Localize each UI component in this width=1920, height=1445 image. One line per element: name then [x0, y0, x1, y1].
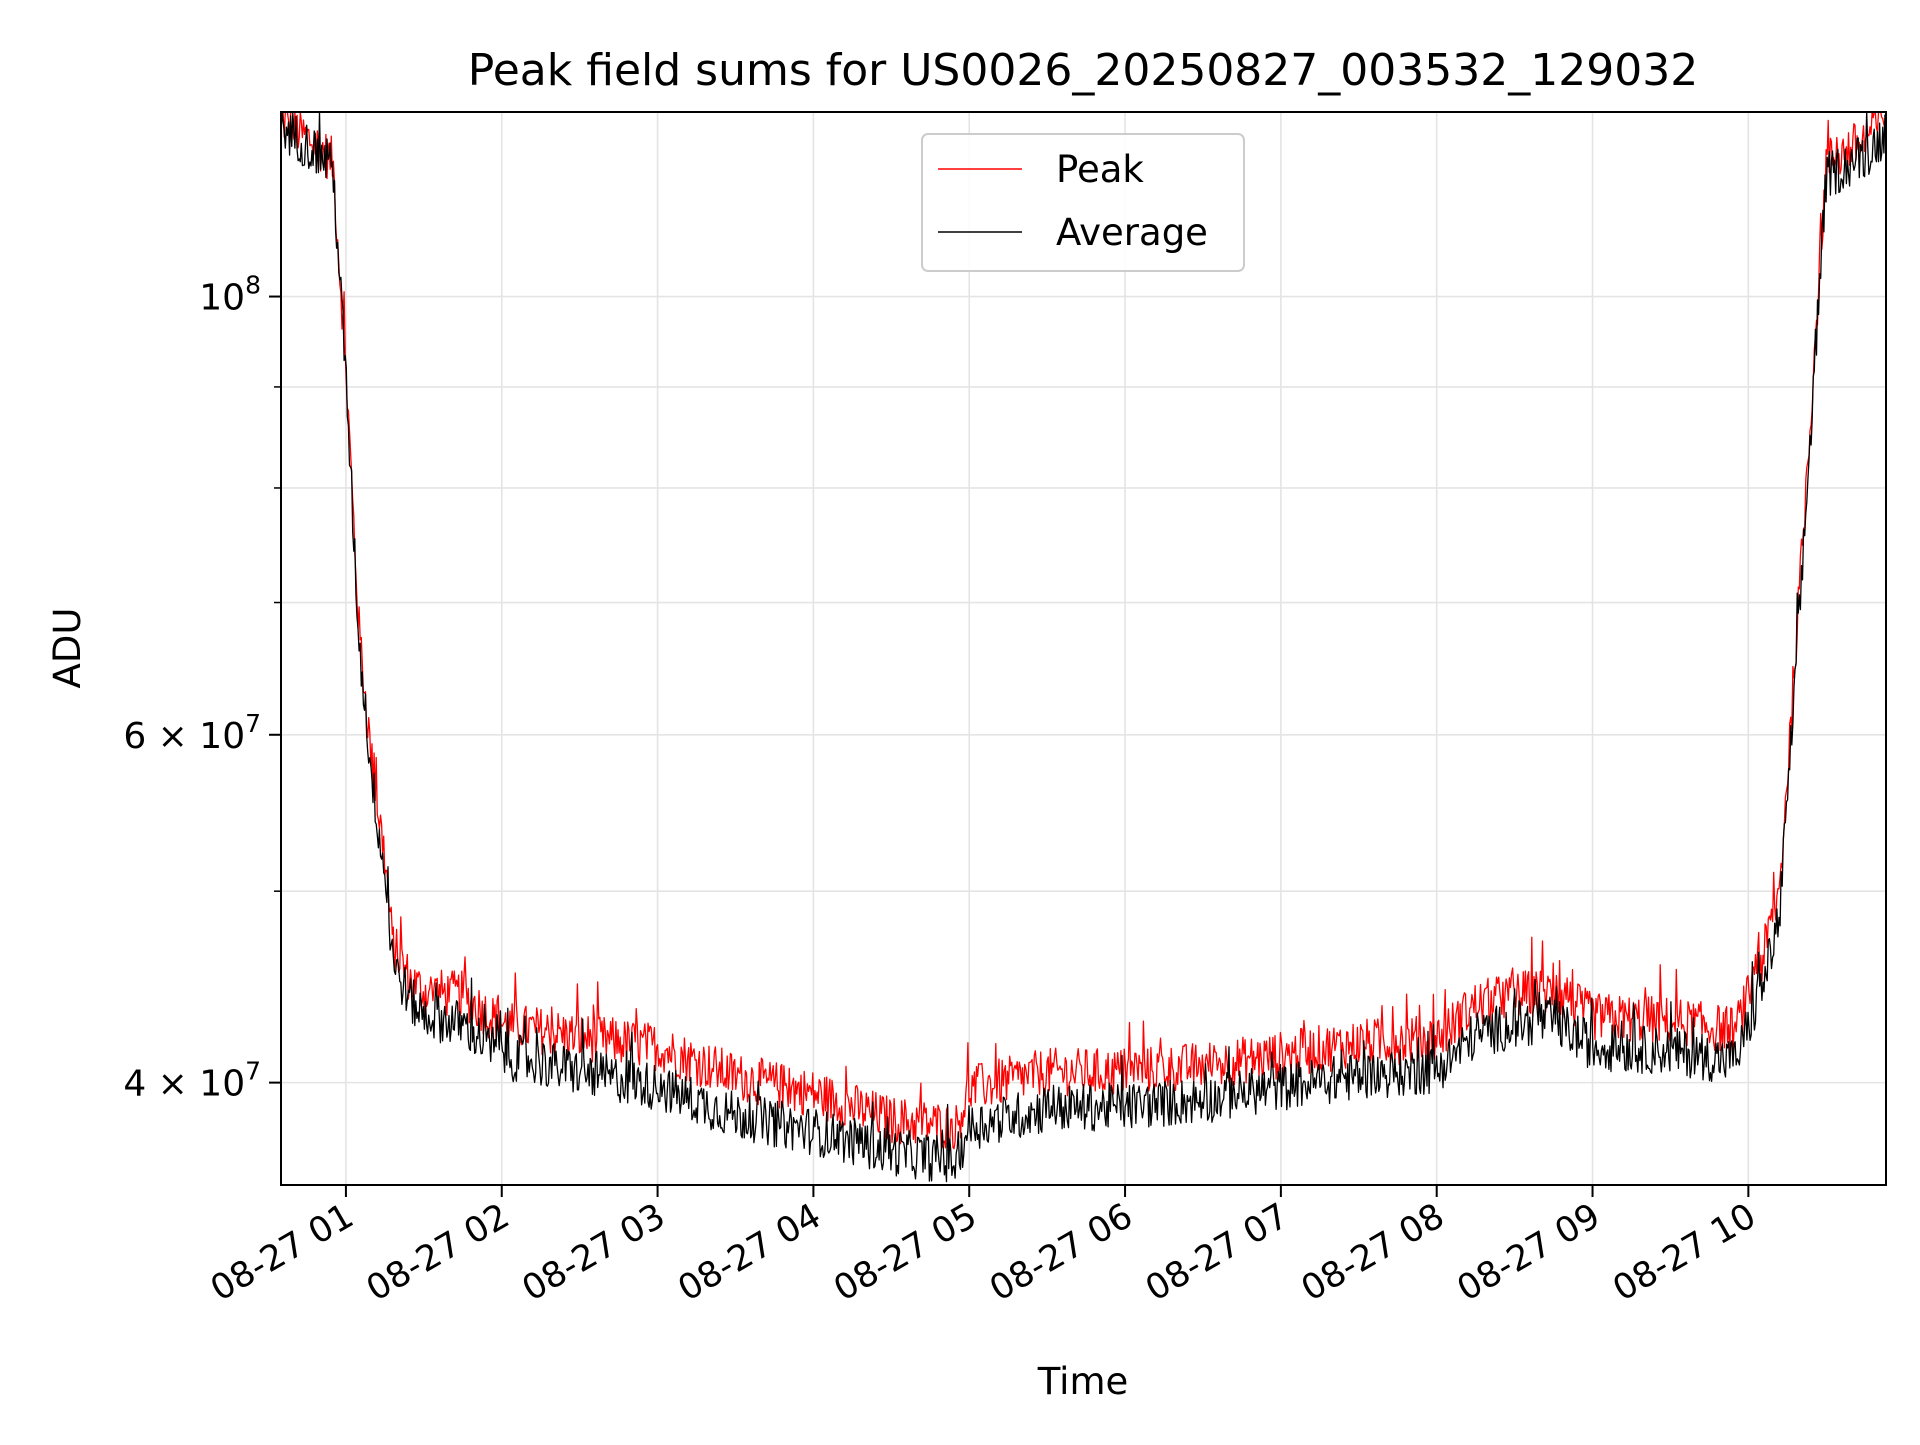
legend-average-label: Average: [1056, 211, 1208, 254]
x-axis-label: Time: [1037, 1360, 1129, 1403]
plot-frame: [280, 111, 1887, 1186]
chart-title: Peak field sums for US0026_20250827_0035…: [468, 45, 1698, 96]
series-line-average: [280, 111, 1887, 1183]
y-axis: 108 6 × 107 4 × 107: [123, 271, 281, 1105]
legend: Peak Average: [921, 133, 1245, 272]
y-axis-label: ADU: [46, 608, 89, 689]
legend-peak-label: Peak: [1056, 148, 1144, 191]
y-tick-label: 108: [199, 271, 261, 319]
y-tick-label: 4 × 107: [123, 1057, 261, 1105]
grid-layer: [281, 112, 1886, 1185]
y-tick-label: 6 × 107: [123, 709, 261, 757]
series-layer: [280, 111, 1887, 1183]
